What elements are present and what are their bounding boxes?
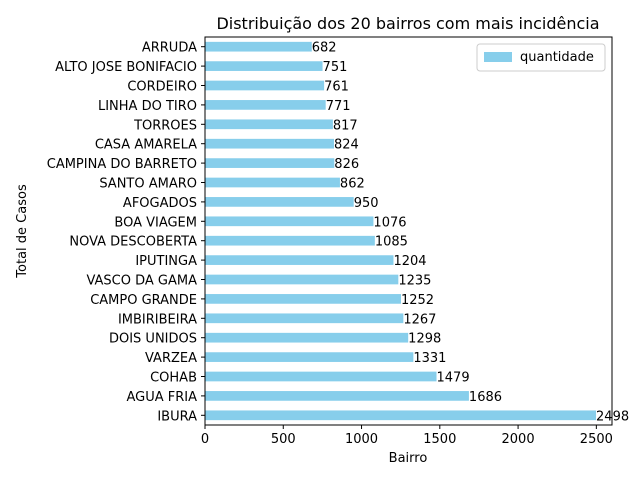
value-label: 761 — [324, 80, 349, 95]
plot-area: 2498 IBURA 1686 AGUA FRIA 1479 COHAB 1331 VARZE… — [47, 41, 629, 447]
bar — [205, 313, 404, 324]
value-label: 1252 — [401, 293, 434, 308]
bar — [205, 294, 401, 304]
x-tick-label: 0 — [201, 432, 209, 447]
value-label: 1076 — [373, 215, 406, 230]
value-label: 1204 — [393, 254, 426, 269]
bar — [205, 352, 414, 362]
bar — [205, 410, 597, 421]
x-tick-label: 1000 — [345, 432, 378, 447]
value-label: 771 — [326, 99, 351, 114]
y-tick-label: SANTO AMARO — [99, 177, 197, 192]
bar — [205, 80, 325, 91]
bar — [205, 391, 469, 401]
legend: quantidade — [476, 43, 606, 72]
bar — [205, 41, 312, 52]
y-tick-label: ALTO JOSE BONIFACIO — [55, 60, 197, 75]
x-axis-label: Bairro — [389, 451, 428, 466]
x-tick-label: 2500 — [580, 432, 613, 447]
x-tick-label: 2000 — [502, 432, 535, 447]
bar — [205, 197, 354, 207]
bar — [205, 274, 399, 285]
value-label: 826 — [334, 157, 359, 172]
legend-entry: quantidade — [520, 50, 594, 65]
y-tick-label: CORDEIRO — [127, 80, 197, 95]
x-tick-label: 1500 — [423, 432, 456, 447]
y-tick-label: IPUTINGA — [135, 254, 197, 269]
y-tick-label: CASA AMARELA — [95, 138, 197, 153]
value-label: 1235 — [398, 274, 431, 289]
y-tick-label: LINHA DO TIRO — [98, 99, 197, 114]
legend-box — [476, 43, 606, 72]
bar — [205, 177, 340, 188]
x-tick-label: 500 — [271, 432, 296, 447]
value-label: 950 — [354, 196, 379, 211]
value-label: 2498 — [596, 409, 629, 424]
y-tick-label: CAMPO GRANDE — [90, 293, 197, 308]
value-label: 1479 — [437, 371, 470, 386]
value-label: 817 — [333, 118, 358, 133]
bar — [205, 138, 334, 149]
y-tick-label: CAMPINA DO BARRETO — [47, 157, 197, 172]
value-label: 1085 — [375, 235, 408, 250]
value-label: 1298 — [408, 332, 441, 347]
value-label: 862 — [340, 177, 365, 192]
chart-title: Distribuição dos 20 bairros com mais inc… — [216, 14, 599, 33]
value-label: 682 — [312, 41, 337, 56]
bar — [205, 235, 375, 246]
y-tick-label: NOVA DESCOBERTA — [69, 235, 197, 250]
y-tick-label: COHAB — [150, 371, 197, 386]
value-label: 1331 — [413, 351, 446, 366]
y-tick-label: AFOGADOS — [123, 196, 197, 211]
bar — [205, 61, 323, 71]
bar — [205, 158, 335, 168]
bar — [205, 216, 374, 227]
y-tick-label: ARRUDA — [142, 41, 197, 56]
plot-frame — [204, 36, 613, 426]
y-tick-label: IMBIRIBEIRA — [118, 312, 197, 327]
bar — [205, 371, 437, 382]
bar — [205, 255, 394, 265]
y-tick-label: VASCO DA GAMA — [86, 274, 197, 289]
y-tick-label: DOIS UNIDOS — [109, 332, 197, 347]
y-tick-label: VARZEA — [145, 351, 197, 366]
value-label: 1686 — [469, 390, 502, 405]
y-tick-label: TORROES — [133, 118, 197, 133]
y-axis-label: Total de Casos — [15, 184, 30, 279]
bar — [205, 119, 333, 130]
legend-swatch — [484, 52, 512, 62]
value-label: 824 — [334, 138, 359, 153]
y-tick-label: AGUA FRIA — [126, 390, 197, 405]
y-tick-label: BOA VIAGEM — [114, 215, 197, 230]
value-label: 751 — [323, 60, 348, 75]
bar — [205, 100, 326, 110]
value-label: 1267 — [403, 312, 436, 327]
bar — [205, 332, 409, 343]
y-tick-label: IBURA — [157, 409, 197, 424]
